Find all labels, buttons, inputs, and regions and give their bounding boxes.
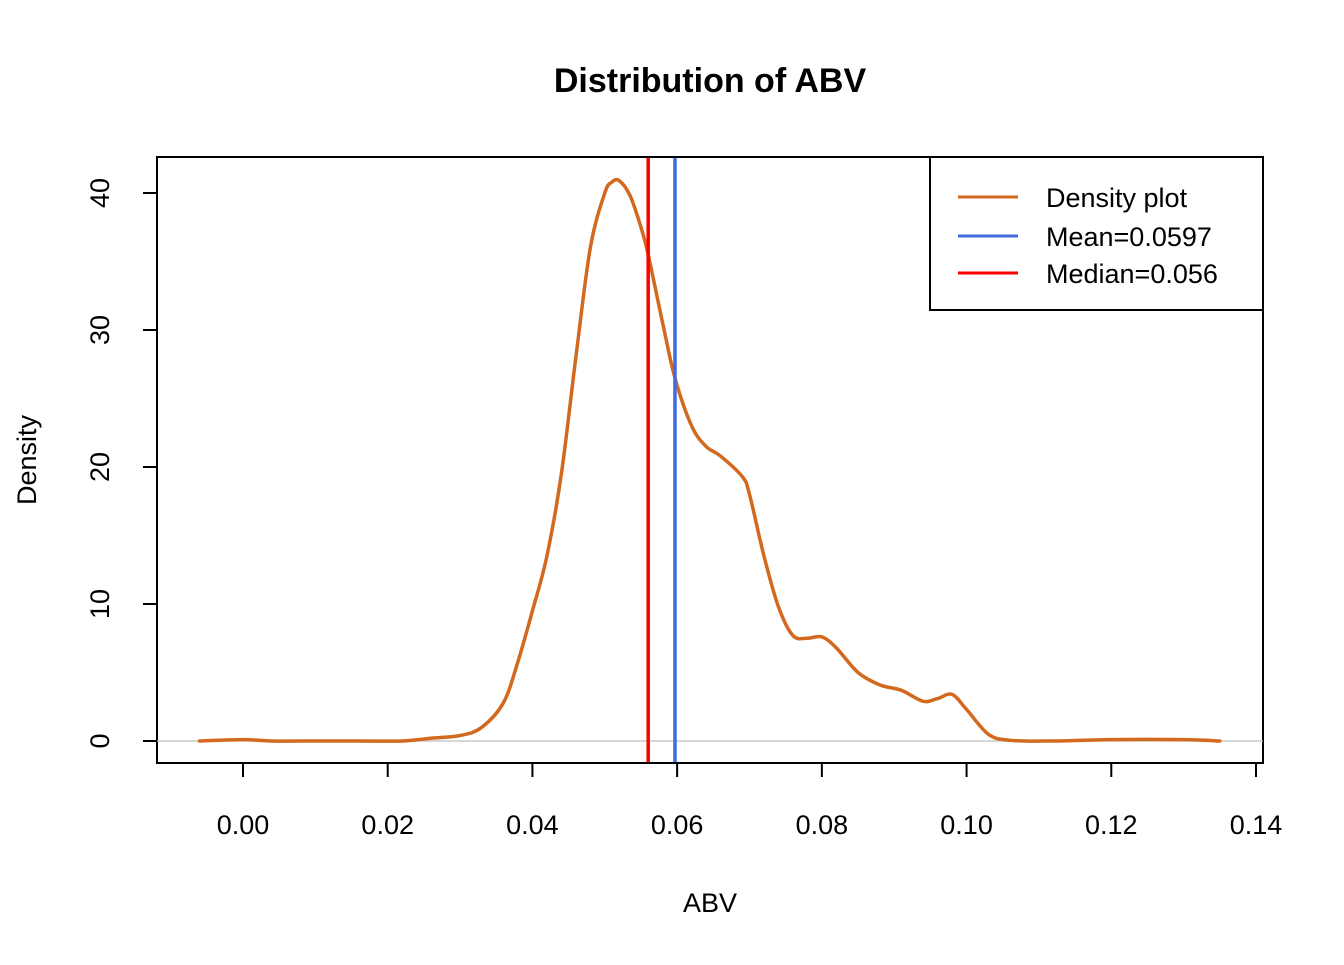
legend-label-mean: Mean=0.0597 (1046, 222, 1212, 252)
chart-title: Distribution of ABV (554, 62, 867, 100)
y-axis-label: Density (12, 414, 42, 505)
legend-box (929, 156, 1264, 311)
x-tick-label: 0.04 (506, 810, 559, 840)
x-tick-label: 0.00 (217, 810, 270, 840)
y-axis: 0 10 20 30 40 (85, 178, 158, 749)
legend-label-density: Density plot (1046, 183, 1188, 213)
x-tick-label: 0.06 (651, 810, 704, 840)
legend-label-median: Median=0.056 (1046, 259, 1218, 289)
y-tick-label: 30 (85, 315, 115, 345)
x-tick-label: 0.02 (361, 810, 414, 840)
x-tick-label: 0.12 (1085, 810, 1138, 840)
y-tick-label: 40 (85, 178, 115, 208)
vline-layer (646, 158, 677, 762)
y-tick-label: 0 (85, 733, 115, 748)
x-tick-label: 0.08 (796, 810, 849, 840)
x-axis: 0.00 0.02 0.04 0.06 0.08 0.10 0.12 0.14 (217, 762, 1283, 840)
y-tick-label: 20 (85, 452, 115, 482)
legend: Density plot Mean=0.0597 Median=0.056 (929, 156, 1264, 311)
x-axis-label: ABV (683, 888, 737, 918)
x-tick-label: 0.14 (1230, 810, 1283, 840)
x-tick-label: 0.10 (940, 810, 993, 840)
y-tick-label: 10 (85, 589, 115, 619)
